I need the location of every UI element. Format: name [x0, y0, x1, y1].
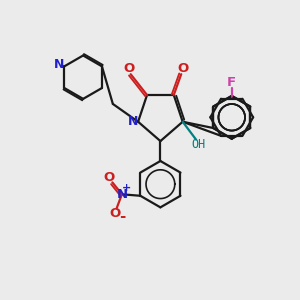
Text: -: -: [119, 209, 125, 224]
Text: N: N: [128, 115, 138, 128]
Text: O: O: [177, 62, 188, 75]
Text: O: O: [104, 171, 115, 184]
Text: N: N: [54, 58, 64, 71]
Polygon shape: [201, 87, 262, 148]
Text: N: N: [116, 188, 128, 201]
Text: F: F: [227, 76, 236, 89]
Text: OH: OH: [191, 138, 206, 152]
Text: O: O: [124, 62, 135, 75]
Text: O: O: [110, 207, 121, 220]
Text: +: +: [122, 183, 131, 193]
